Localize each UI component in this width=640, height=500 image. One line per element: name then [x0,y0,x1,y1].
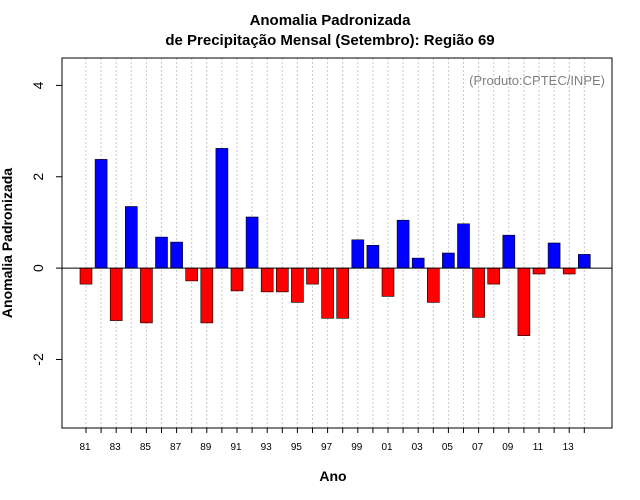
x-tick-label: 11 [533,442,544,453]
x-tick-label: 93 [261,442,273,453]
bar-02 [396,219,410,269]
x-tick-label: 07 [472,442,484,453]
y-tick-label: 0 [30,264,46,272]
y-tick-label: -2 [30,353,46,366]
bar-98 [336,267,350,319]
bar-88 [185,267,198,282]
bar-10 [517,267,531,337]
bar-06 [457,223,470,269]
bar-13 [562,267,576,275]
bar-14 [577,254,591,269]
bar-01 [381,267,395,297]
bar-86 [155,236,168,269]
y-tick-label: 4 [30,81,46,89]
y-tick-label: 2 [30,173,46,181]
y-axis-title: Anomalia Padronizada [0,168,15,318]
bar-07 [472,267,485,318]
x-tick-label: 95 [291,442,303,453]
bar-09 [502,234,516,269]
bar-05 [442,252,455,269]
chart-title-line-1: Anomalia Padronizada [250,12,412,29]
bar-99 [351,239,365,269]
plot-frame [61,57,613,429]
bar-90 [215,148,229,269]
bar-94 [275,267,289,293]
bar-92 [245,216,259,269]
x-tick-label: 91 [230,442,242,453]
bar-12 [547,242,561,269]
source-note: (Produto:CPTEC/INPE) [469,73,605,88]
x-tick-label: 13 [563,442,575,453]
x-tick-label: 87 [170,442,182,453]
bar-81 [79,267,93,285]
bar-85 [140,267,153,324]
bar-83 [109,267,123,321]
x-tick-label: 97 [321,442,333,453]
x-axis: 81 83 85 87 89 91 93 95 97 99 01 03 05 07 09 11 13 [79,428,585,453]
bar-82 [94,159,108,269]
bar-84 [125,206,138,269]
bar-03 [411,257,425,269]
bar-91 [230,267,244,292]
y-axis: -2 0 2 4 [30,81,62,366]
x-tick-label: 05 [442,442,454,453]
bar-08 [487,267,501,285]
bar-87 [170,241,183,269]
x-tick-label: 83 [110,442,122,453]
chart-title-line-2: de Precipitação Mensal (Setembro): Regiã… [165,32,494,49]
bar-04 [426,267,440,303]
bar-96 [306,267,319,285]
x-tick-label: 03 [412,442,424,453]
bar-95 [291,267,304,303]
bar-97 [321,267,334,319]
x-tick-label: 81 [79,442,91,453]
x-tick-label: 85 [140,442,152,453]
bar-11 [532,267,546,275]
bar-00 [366,245,380,269]
x-tick-label: 09 [502,442,514,453]
x-tick-label: 89 [200,442,212,453]
bar-89 [200,267,214,324]
bars-layer [79,148,591,337]
x-tick-label: 99 [351,442,363,453]
x-tick-label: 01 [381,442,393,453]
x-axis-title: Ano [319,468,346,484]
bar-93 [260,267,274,293]
